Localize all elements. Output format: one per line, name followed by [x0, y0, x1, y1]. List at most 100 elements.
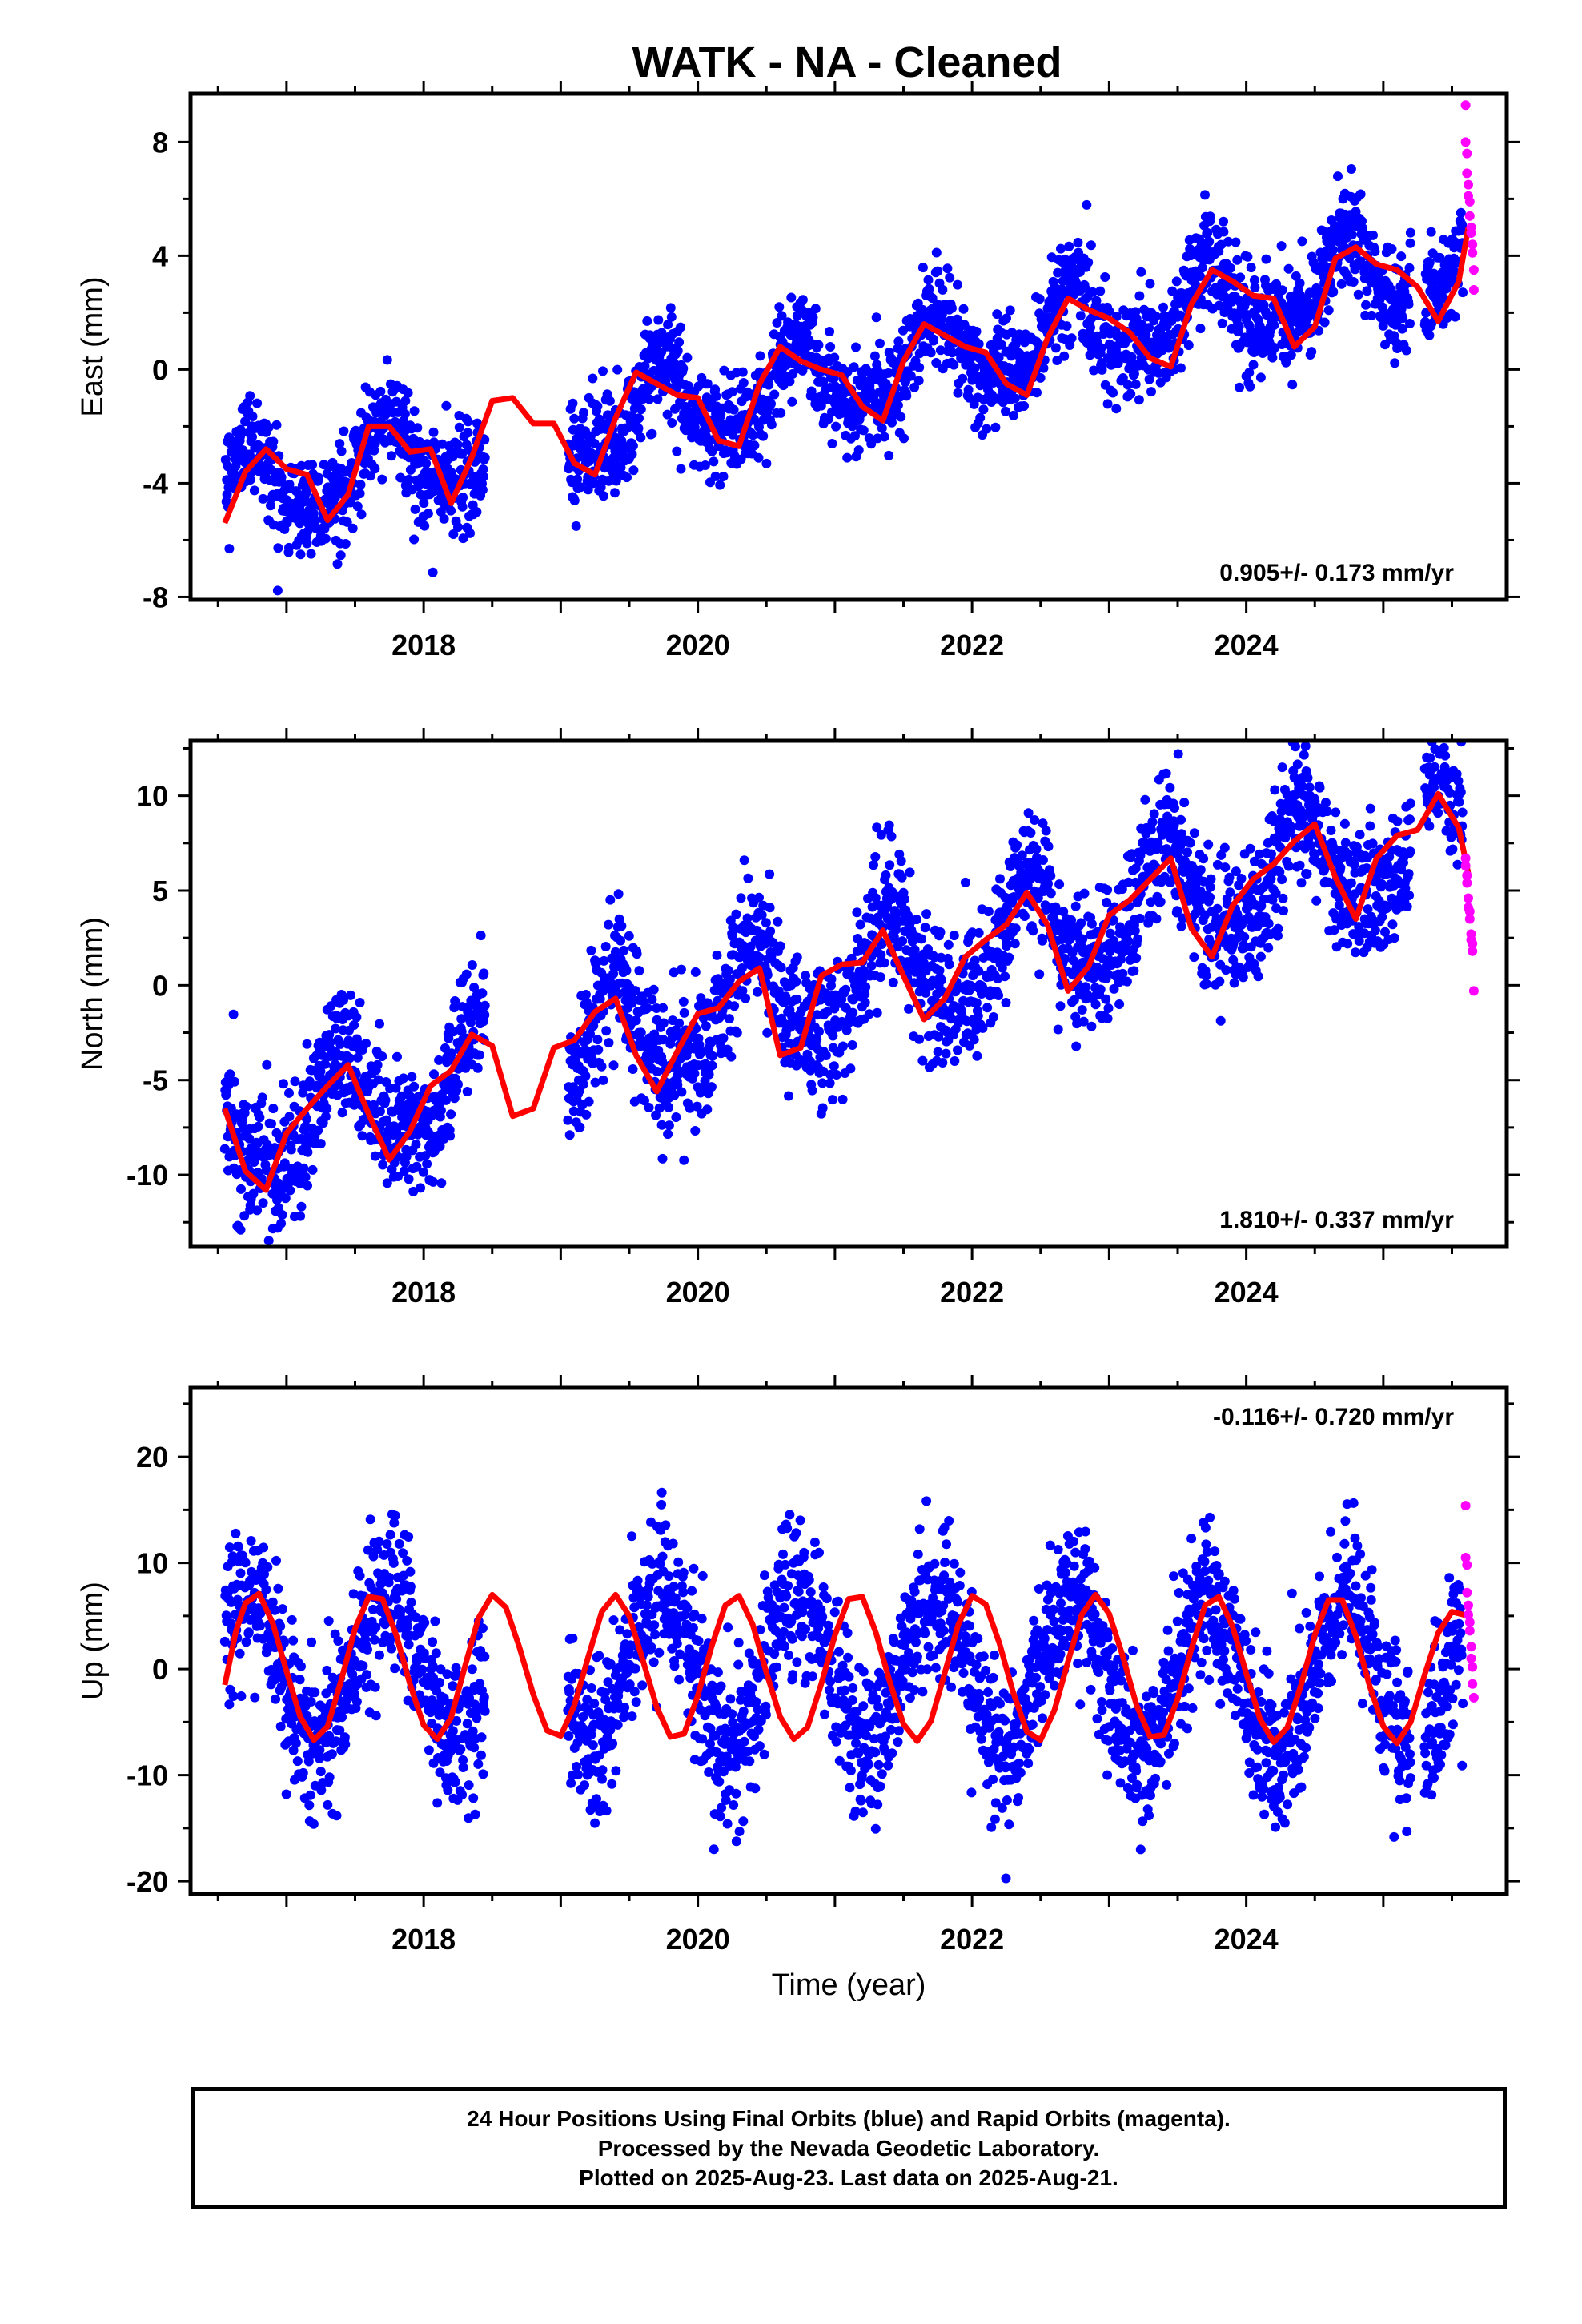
data-point — [1038, 935, 1047, 946]
data-point — [860, 989, 870, 999]
data-point — [569, 413, 580, 424]
data-point — [604, 1038, 614, 1048]
data-point — [1424, 257, 1435, 267]
data-point — [664, 1102, 673, 1112]
data-point — [736, 893, 746, 903]
data-point — [737, 963, 747, 973]
data-point — [994, 991, 1004, 1000]
data-point — [352, 1052, 363, 1063]
x-tick-label: 2022 — [940, 629, 1004, 661]
data-point — [401, 1152, 412, 1161]
data-point — [428, 1176, 438, 1187]
data-point — [306, 549, 316, 559]
data-point — [982, 424, 992, 434]
data-point — [866, 439, 877, 449]
data-point — [1217, 318, 1227, 328]
data-point — [1171, 276, 1182, 287]
data-point — [630, 986, 640, 996]
data-point — [469, 983, 480, 993]
data-point — [429, 437, 439, 448]
data-point — [422, 1159, 432, 1169]
data-point — [335, 1039, 346, 1049]
data-point — [375, 1019, 384, 1029]
data-point — [945, 272, 955, 283]
data-point — [456, 1027, 467, 1037]
data-point — [418, 1167, 428, 1177]
data-point — [1248, 360, 1259, 370]
data-point — [1182, 847, 1192, 858]
data-point — [1089, 365, 1099, 376]
data-point — [396, 1091, 407, 1101]
data-point — [1144, 323, 1154, 333]
data-point — [581, 1109, 592, 1120]
data-point — [410, 504, 420, 514]
x-tick-label: 2018 — [391, 629, 456, 661]
data-point — [712, 950, 722, 960]
data-point — [1197, 263, 1207, 273]
data-point — [1457, 219, 1468, 230]
data-point — [1122, 380, 1133, 390]
data-point — [1212, 859, 1223, 870]
data-point — [456, 1014, 467, 1024]
data-point — [349, 1020, 359, 1031]
data-point — [1355, 189, 1366, 199]
data-point — [1205, 211, 1215, 222]
data-point — [304, 1076, 315, 1087]
data-point — [706, 1082, 717, 1092]
data-point — [1051, 906, 1062, 916]
data-point — [831, 421, 841, 432]
data-point — [1291, 271, 1301, 281]
data-point — [1458, 287, 1468, 298]
data-point — [457, 501, 468, 512]
data-point — [1195, 324, 1206, 334]
data-point — [370, 464, 380, 474]
data-point — [642, 1003, 652, 1013]
data-point — [1053, 1024, 1063, 1035]
data-point — [604, 919, 613, 930]
data-point — [262, 1059, 272, 1070]
data-point — [1082, 199, 1092, 210]
data-point — [1005, 305, 1015, 316]
data-point — [342, 517, 352, 527]
rapid-point — [1466, 228, 1476, 238]
data-point — [786, 292, 797, 303]
data-point — [947, 303, 957, 313]
data-point — [604, 396, 615, 406]
data-point — [725, 1014, 734, 1024]
data-point — [355, 480, 366, 490]
data-point — [1130, 926, 1140, 936]
data-point — [754, 952, 765, 963]
data-point — [1096, 343, 1106, 353]
data-point — [1129, 966, 1139, 976]
data-point — [412, 1161, 422, 1172]
data-point — [879, 432, 889, 442]
data-point — [257, 1092, 267, 1103]
data-point — [1319, 317, 1330, 328]
data-point — [409, 406, 420, 416]
data-point — [480, 1010, 490, 1020]
data-point — [241, 1101, 251, 1112]
data-point — [1201, 979, 1211, 989]
data-point — [396, 472, 406, 483]
rapid-point — [1460, 137, 1471, 147]
data-point — [302, 1039, 312, 1049]
data-point — [458, 533, 468, 544]
data-point — [797, 295, 808, 305]
data-point — [357, 1131, 367, 1141]
data-point — [838, 1041, 848, 1051]
data-point — [479, 968, 489, 979]
data-point — [247, 432, 257, 442]
data-point — [1097, 364, 1107, 375]
data-point — [872, 822, 882, 833]
data-point — [448, 529, 459, 539]
data-point — [813, 340, 824, 350]
data-point — [877, 939, 887, 949]
data-point — [678, 996, 689, 1007]
data-point — [989, 1012, 998, 1022]
data-point — [428, 427, 439, 437]
data-point — [881, 870, 891, 880]
data-point — [663, 1129, 673, 1140]
data-point — [230, 1076, 239, 1087]
data-point — [632, 949, 642, 959]
data-point — [399, 1166, 409, 1176]
